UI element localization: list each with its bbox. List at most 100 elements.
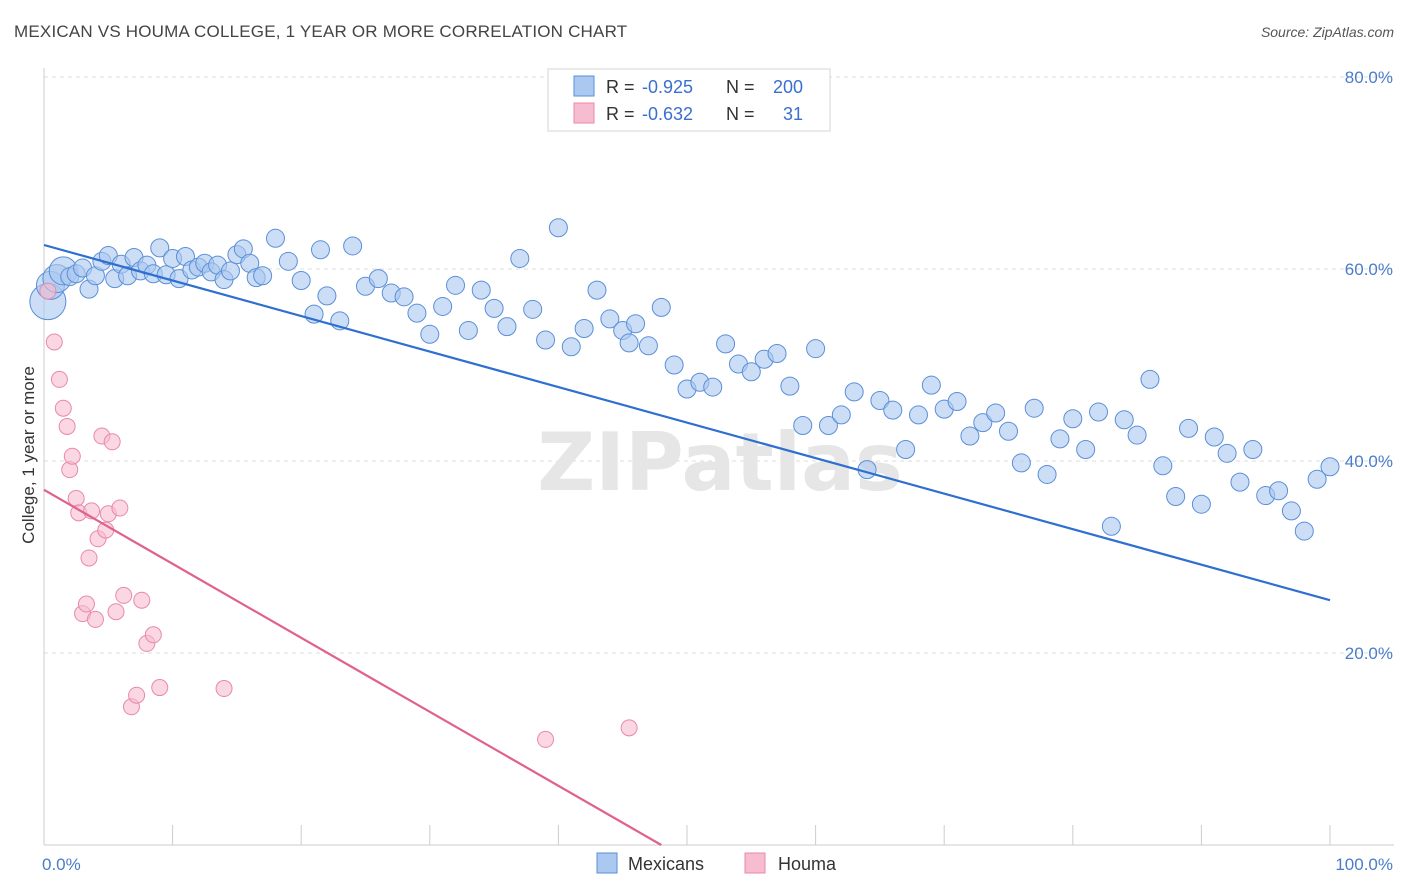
mexicans-point — [844, 382, 864, 402]
mexicans-point — [523, 299, 543, 319]
mexicans-point — [818, 415, 838, 435]
mexicans-point — [806, 339, 826, 359]
houma-point — [144, 626, 162, 644]
x-tick-label: 0.0% — [42, 855, 81, 874]
mexicans-point — [561, 337, 581, 357]
houma-point — [45, 333, 63, 351]
mexicans-point — [1127, 425, 1147, 445]
mexicans-point — [600, 309, 620, 329]
mexicans-point — [458, 320, 478, 340]
mexicans-point — [741, 362, 761, 382]
legend-swatch-houma — [573, 102, 595, 124]
houma-point — [39, 282, 57, 300]
mexicans-point — [343, 236, 363, 256]
mexicans-point — [1204, 427, 1224, 447]
mexicans-point — [1191, 494, 1211, 514]
mexicans-point — [446, 275, 466, 295]
mexicans-point — [265, 228, 285, 248]
mexicans-point — [960, 426, 980, 446]
y-tick-label: 40.0% — [1345, 452, 1393, 471]
mexicans-point — [536, 330, 556, 350]
mexicans-point — [986, 403, 1006, 423]
mexicans-point — [626, 314, 646, 334]
mexicans-point — [1140, 369, 1160, 389]
top-legend: R = -0.925 N = 200 R = -0.632 N = 31 — [547, 68, 831, 132]
mexicans-point — [253, 266, 273, 286]
mexicans-point — [420, 324, 440, 344]
mexicans-point — [1114, 410, 1134, 430]
mexicans-point — [831, 405, 851, 425]
mexicans-point — [780, 376, 800, 396]
mexicans-point — [310, 240, 330, 260]
y-axis-title: College, 1 year or more — [19, 366, 38, 544]
mexicans-point — [716, 334, 736, 354]
houma-point — [63, 447, 81, 465]
legend-n-value-2: 31 — [783, 104, 803, 124]
houma-point — [80, 549, 98, 567]
mexicans-point — [587, 280, 607, 300]
mexicans-point — [1153, 456, 1173, 476]
mexicans-point — [973, 413, 993, 433]
mexicans-point — [497, 317, 517, 337]
legend-r-value-2: -0.632 — [642, 104, 693, 124]
mexicans-trend-line — [43, 243, 1331, 602]
mexicans-point — [1011, 453, 1031, 473]
legend-n-label-1: N = — [726, 77, 755, 97]
houma-point — [537, 730, 555, 748]
ticks-layer: 20.0% 40.0% 60.0% 80.0% 0.0% 100.0% — [42, 68, 1393, 874]
mexicans-point — [1089, 402, 1109, 422]
mexicans-point — [317, 286, 337, 306]
mexicans-point — [1179, 418, 1199, 438]
mexicans-point — [1101, 516, 1121, 536]
mexicans-point — [471, 280, 491, 300]
mexicans-point — [793, 415, 813, 435]
mexicans-point — [883, 400, 903, 420]
mexicans-point — [1217, 443, 1237, 463]
houma-point — [151, 679, 169, 697]
chart-source: Source: ZipAtlas.com — [1260, 24, 1394, 40]
mexicans-point — [664, 355, 684, 375]
bottom-legend: Mexicans Houma — [596, 852, 837, 874]
mexicans-point — [278, 251, 298, 271]
houma-point — [133, 591, 151, 609]
mexicans-point — [484, 298, 504, 318]
mexicans-point — [291, 271, 311, 291]
mexicans-point — [407, 303, 427, 323]
mexicans-point — [1166, 487, 1186, 507]
watermark: ZIPatlas — [537, 416, 903, 509]
bottom-legend-swatch-houma — [744, 852, 766, 874]
legend-r-value-1: -0.925 — [642, 77, 693, 97]
mexicans-point — [703, 377, 723, 397]
mexicans-point — [921, 375, 941, 395]
houma-point — [58, 417, 76, 435]
houma-trend-line — [43, 488, 662, 846]
axes-layer — [43, 68, 1394, 846]
mexicans-point — [1281, 501, 1301, 521]
y-tick-label: 60.0% — [1345, 260, 1393, 279]
bottom-legend-label-houma: Houma — [778, 854, 837, 874]
grid-layer — [44, 76, 1394, 654]
mexicans-point — [619, 333, 639, 353]
houma-point — [50, 370, 68, 388]
bottom-legend-label-mexicans: Mexicans — [628, 854, 704, 874]
mexicans-point — [999, 421, 1018, 441]
houma-point — [620, 719, 638, 737]
mexicans-point — [1037, 464, 1057, 484]
houma-point — [128, 686, 146, 704]
legend-r-label-2: R = — [606, 104, 635, 124]
mexicans-point — [433, 296, 453, 316]
houma-point — [54, 399, 72, 417]
mexicans-point — [368, 269, 388, 289]
houma-point — [86, 610, 104, 628]
legend-r-label-1: R = — [606, 77, 635, 97]
y-tick-label: 80.0% — [1345, 68, 1393, 87]
legend-swatch-mexicans — [573, 75, 595, 97]
mexicans-point — [651, 297, 671, 317]
houma-point — [111, 499, 129, 517]
bottom-legend-swatch-mexicans — [596, 852, 618, 874]
mexicans-point — [638, 336, 658, 356]
houma-point — [115, 586, 133, 604]
mexicans-point — [1320, 457, 1340, 477]
mexicans-point — [767, 343, 787, 363]
